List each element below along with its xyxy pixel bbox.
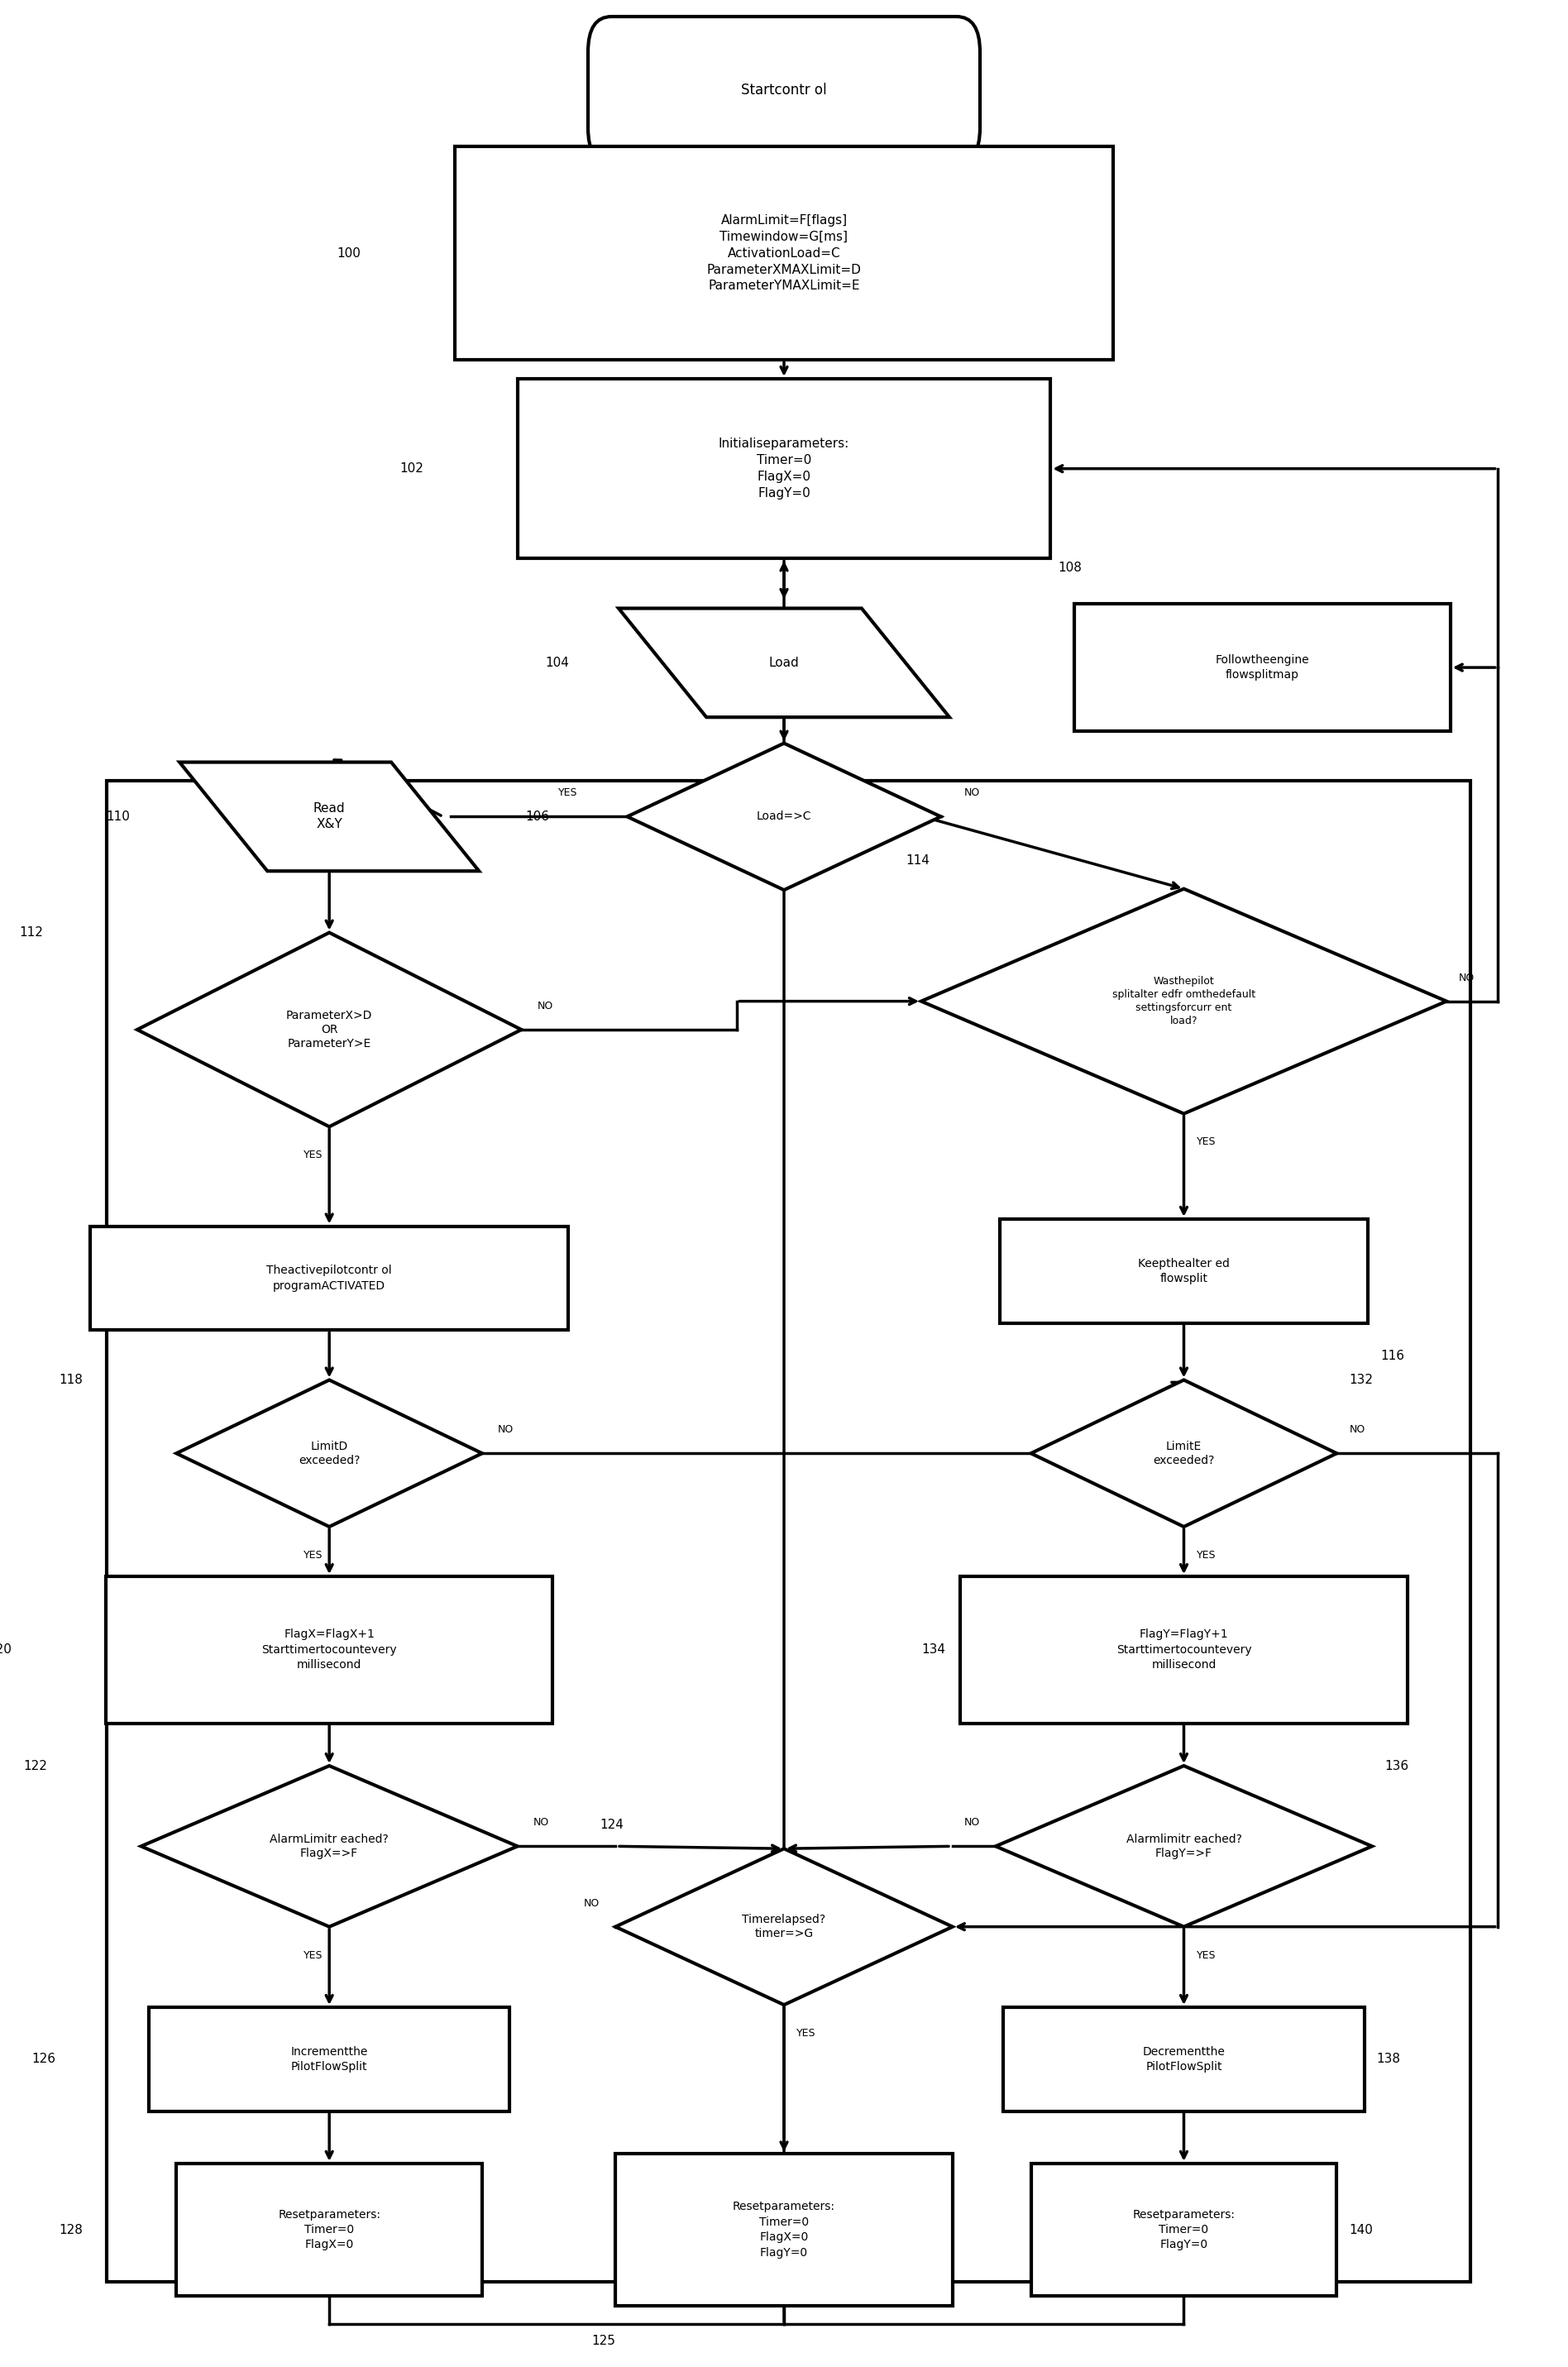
Text: 120: 120 xyxy=(0,1643,13,1657)
Text: AlarmLimit=F[flags]
Timewindow=G[ms]
ActivationLoad=C
ParameterXMAXLimit=D
Param: AlarmLimit=F[flags] Timewindow=G[ms] Act… xyxy=(707,215,861,291)
FancyBboxPatch shape xyxy=(176,2163,481,2296)
Text: 118: 118 xyxy=(58,1373,83,1387)
Text: YES: YES xyxy=(558,788,577,798)
Text: YES: YES xyxy=(304,1550,323,1560)
Text: Initialiseparameters:
Timer=0
FlagX=0
FlagY=0: Initialiseparameters: Timer=0 FlagX=0 Fl… xyxy=(718,438,850,499)
Text: Timerelapsed?
timer=>G: Timerelapsed? timer=>G xyxy=(742,1915,826,1939)
FancyBboxPatch shape xyxy=(105,1576,552,1723)
Polygon shape xyxy=(179,762,478,871)
Text: Keepthealter ed
flowsplit: Keepthealter ed flowsplit xyxy=(1138,1257,1229,1285)
Text: 116: 116 xyxy=(1380,1349,1405,1363)
Text: 126: 126 xyxy=(31,2052,55,2066)
Text: LimitD
exceeded?: LimitD exceeded? xyxy=(298,1442,361,1465)
Text: YES: YES xyxy=(1196,1550,1215,1560)
Text: AlarmLimitr eached?
FlagX=>F: AlarmLimitr eached? FlagX=>F xyxy=(270,1834,389,1858)
Text: NO: NO xyxy=(583,1898,599,1908)
FancyBboxPatch shape xyxy=(1030,2163,1336,2296)
Text: Resetparameters:
Timer=0
FlagX=0
FlagY=0: Resetparameters: Timer=0 FlagX=0 FlagY=0 xyxy=(732,2201,836,2258)
Text: 138: 138 xyxy=(1377,2052,1400,2066)
Text: 114: 114 xyxy=(906,854,930,866)
Text: YES: YES xyxy=(304,1150,323,1160)
Text: Followtheengine
flowsplitmap: Followtheengine flowsplitmap xyxy=(1215,653,1309,682)
FancyBboxPatch shape xyxy=(89,1226,568,1330)
Text: 102: 102 xyxy=(400,462,423,476)
Text: NO: NO xyxy=(964,788,980,798)
Text: Incrementthe
PilotFlowSplit: Incrementthe PilotFlowSplit xyxy=(290,2045,368,2073)
Text: 110: 110 xyxy=(105,810,130,824)
Polygon shape xyxy=(1030,1380,1336,1527)
Polygon shape xyxy=(615,1849,953,2005)
Text: Read
X&Y: Read X&Y xyxy=(314,802,345,831)
Polygon shape xyxy=(141,1766,517,1927)
FancyBboxPatch shape xyxy=(149,2007,510,2111)
Text: Load: Load xyxy=(768,656,800,670)
Text: Decrementthe
PilotFlowSplit: Decrementthe PilotFlowSplit xyxy=(1143,2045,1225,2073)
Text: NO: NO xyxy=(964,1818,980,1827)
Text: 125: 125 xyxy=(591,2334,616,2348)
Polygon shape xyxy=(922,890,1446,1115)
Text: NO: NO xyxy=(1348,1425,1366,1434)
Text: YES: YES xyxy=(1196,1136,1215,1148)
Text: Startcontr ol: Startcontr ol xyxy=(742,83,826,97)
Text: 124: 124 xyxy=(599,1818,624,1832)
Text: 134: 134 xyxy=(922,1643,946,1657)
FancyBboxPatch shape xyxy=(455,147,1113,360)
Text: Resetparameters:
Timer=0
FlagY=0: Resetparameters: Timer=0 FlagY=0 xyxy=(1132,2208,1236,2251)
Text: ParameterX>D
OR
ParameterY>E: ParameterX>D OR ParameterY>E xyxy=(285,1011,373,1049)
Text: YES: YES xyxy=(1196,1950,1215,1960)
Text: 104: 104 xyxy=(544,656,569,670)
FancyBboxPatch shape xyxy=(960,1576,1406,1723)
Text: 132: 132 xyxy=(1348,1373,1374,1387)
Text: NO: NO xyxy=(533,1818,549,1827)
Text: 122: 122 xyxy=(24,1759,47,1773)
Text: Wasthepilot
splitalter edfr omthedefault
settingsforcurr ent
load?: Wasthepilot splitalter edfr omthedefault… xyxy=(1112,975,1256,1027)
FancyBboxPatch shape xyxy=(1004,2007,1364,2111)
Polygon shape xyxy=(996,1766,1372,1927)
Text: Resetparameters:
Timer=0
FlagX=0: Resetparameters: Timer=0 FlagX=0 xyxy=(278,2208,381,2251)
Text: 140: 140 xyxy=(1348,2223,1374,2237)
Text: 100: 100 xyxy=(337,246,361,260)
Text: Alarmlimitr eached?
FlagY=>F: Alarmlimitr eached? FlagY=>F xyxy=(1126,1834,1242,1858)
Text: LimitE
exceeded?: LimitE exceeded? xyxy=(1152,1442,1215,1465)
Text: NO: NO xyxy=(499,1425,514,1434)
Text: 112: 112 xyxy=(19,925,44,940)
Bar xyxy=(107,781,1471,2282)
Text: 106: 106 xyxy=(525,810,549,824)
Text: NO: NO xyxy=(536,1001,554,1011)
FancyBboxPatch shape xyxy=(1074,604,1450,731)
Polygon shape xyxy=(136,933,521,1127)
Text: FlagY=FlagY+1
Starttimertocountevery
millisecond: FlagY=FlagY+1 Starttimertocountevery mil… xyxy=(1116,1628,1251,1671)
Polygon shape xyxy=(627,743,941,890)
Polygon shape xyxy=(618,608,949,717)
Text: YES: YES xyxy=(797,2029,815,2038)
Text: 136: 136 xyxy=(1385,1759,1408,1773)
Text: NO: NO xyxy=(1458,973,1475,982)
FancyBboxPatch shape xyxy=(615,2154,953,2305)
Text: Load=>C: Load=>C xyxy=(756,812,812,821)
FancyBboxPatch shape xyxy=(517,379,1051,559)
FancyBboxPatch shape xyxy=(588,17,980,163)
Text: Theactivepilotcontr ol
programACTIVATED: Theactivepilotcontr ol programACTIVATED xyxy=(267,1264,392,1292)
Text: 108: 108 xyxy=(1058,561,1082,575)
Text: 128: 128 xyxy=(58,2223,83,2237)
Text: YES: YES xyxy=(304,1950,323,1960)
Text: FlagX=FlagX+1
Starttimertocountevery
millisecond: FlagX=FlagX+1 Starttimertocountevery mil… xyxy=(262,1628,397,1671)
Polygon shape xyxy=(176,1380,481,1527)
FancyBboxPatch shape xyxy=(999,1219,1367,1323)
